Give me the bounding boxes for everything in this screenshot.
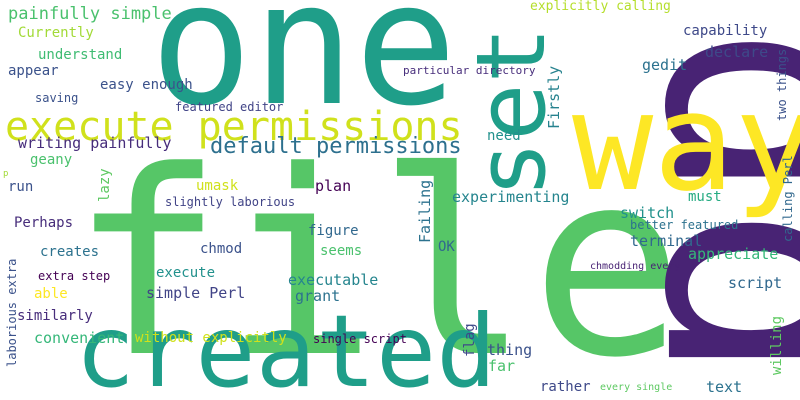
word-thing: thing: [487, 341, 533, 359]
word-way: way: [572, 64, 800, 221]
word-saving: saving: [35, 91, 79, 105]
word-writing-painfully: writing painfully: [18, 134, 172, 152]
word-rather: rather: [540, 379, 591, 395]
word-calling-perl: calling Perl: [781, 155, 795, 242]
word-willing: willing: [769, 315, 785, 375]
word-extra-step: extra step: [38, 269, 111, 283]
word-geany: geany: [30, 152, 73, 168]
word-slightly-laborious: slightly laborious: [165, 195, 296, 209]
word-default-permissions: default permissions: [210, 134, 462, 159]
word-two-things: two things: [775, 48, 789, 121]
word-run: run: [8, 179, 34, 195]
word-particular-directory: particular directory: [403, 64, 536, 77]
word-need: need: [487, 128, 521, 144]
word-understand: understand: [38, 47, 123, 63]
word-figure: figure: [308, 223, 359, 239]
word-umask: umask: [196, 178, 239, 194]
word-lazy: lazy: [97, 168, 113, 202]
word-must: must: [688, 189, 722, 205]
word-far: far: [488, 357, 516, 375]
word-experimenting: experimenting: [452, 188, 570, 206]
word-chmodding-every: chmodding every: [590, 261, 681, 272]
word-plan: plan: [315, 177, 352, 195]
word-gedit: gedit: [642, 56, 688, 74]
word-failing: Failing: [416, 179, 434, 243]
word-single-script: single script: [313, 332, 407, 346]
word-switch: switch: [620, 204, 675, 222]
word-featured-editor: featured editor: [175, 100, 284, 114]
word-created: created: [75, 293, 497, 400]
word-convenient: convenient: [34, 329, 125, 347]
word-execute-permissions: execute permissions: [5, 104, 463, 150]
word-without-explicitly: without explicitly: [135, 330, 287, 346]
word-currently: Currently: [18, 25, 94, 41]
word-flag: flag: [462, 323, 478, 357]
word-execute: execute: [156, 265, 216, 281]
word-explicitly-calling: explicitly calling: [530, 0, 671, 14]
word-every-single: every single: [600, 382, 673, 393]
word-creates: creates: [40, 244, 100, 260]
word-laborious-extra: laborious extra: [5, 258, 19, 367]
word-simple-perl: simple Perl: [146, 284, 246, 302]
word-painfully-simple: painfully simple: [8, 4, 172, 24]
word-appear: appear: [8, 63, 59, 79]
word-one: one: [150, 0, 458, 144]
word-firstly: Firstly: [545, 65, 563, 129]
word-easy-enough: easy enough: [100, 77, 193, 93]
word-seems: seems: [320, 243, 363, 259]
word-better-featured: better featured: [630, 218, 739, 232]
word-grant: grant: [295, 287, 341, 305]
word-file: file: [70, 117, 685, 400]
word-ok: OK: [438, 239, 455, 255]
word-script: script: [728, 274, 783, 292]
word-chmod: chmod: [200, 241, 243, 257]
word-able: able: [34, 286, 68, 302]
word-text: text: [706, 378, 743, 396]
word-appreciate: appreciate: [688, 245, 779, 263]
word-terminal: terminal: [630, 232, 703, 250]
word-executable: executable: [288, 271, 379, 289]
word-perhaps: Perhaps: [14, 215, 74, 231]
word-declare: declare: [705, 43, 769, 61]
word-similarly: similarly: [17, 308, 93, 324]
word-p: p: [3, 169, 9, 179]
word-capability: capability: [683, 23, 768, 39]
